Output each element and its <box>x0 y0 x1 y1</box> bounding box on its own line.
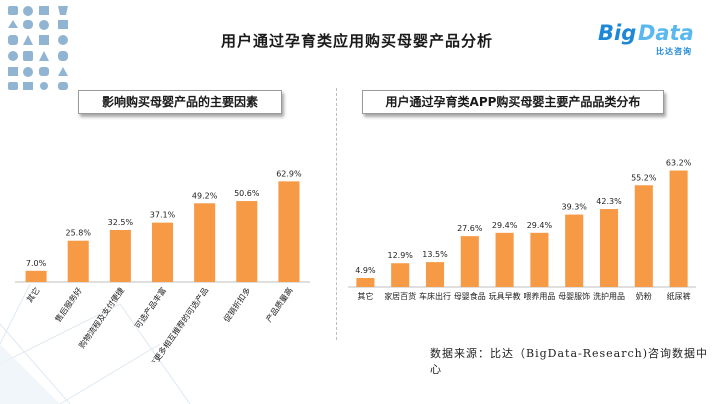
data-label: 27.6% <box>457 224 483 233</box>
bar <box>278 181 300 282</box>
logo-sub-text: 比达咨询 <box>656 46 692 56</box>
data-label: 39.3% <box>561 203 587 212</box>
data-label: 63.2% <box>666 159 692 168</box>
chart-divider <box>336 88 337 340</box>
background-decoration <box>0 284 190 404</box>
data-label: 32.5% <box>108 218 134 227</box>
bar <box>495 232 514 287</box>
tick-label: 其它 <box>24 285 41 304</box>
page-title: 用户通过孕育类应用购买母婴产品分析 <box>220 32 493 50</box>
bar <box>669 170 688 287</box>
bar <box>236 201 258 282</box>
bar <box>151 222 174 282</box>
bar <box>460 236 479 287</box>
tick-label: 其它 <box>357 291 373 301</box>
tick-label: 纸尿裤 <box>667 291 691 301</box>
data-label: 7.0% <box>26 259 47 268</box>
bar <box>599 209 619 287</box>
data-label: 62.9% <box>276 169 302 178</box>
logo-data-text: Data <box>638 21 694 45</box>
tick-label: 玩具早教 <box>489 291 521 301</box>
left-chart-title: 影响购买母婴产品的主要因素 <box>78 90 282 114</box>
tick-label: 促销折扣多 <box>221 285 252 324</box>
bar <box>25 270 47 282</box>
decorative-icon-grid <box>8 6 68 90</box>
data-label: 12.9% <box>387 251 413 260</box>
right-bar-chart: 4.9% 其它 12.9% 家居百货 13.5% 车床出行 27.6% 母婴食品 29.4% 玩具… <box>348 159 696 301</box>
bar <box>109 230 131 282</box>
tick-label: 家居百货 <box>384 291 416 301</box>
tick-label: 母婴服饰 <box>558 291 590 301</box>
bar <box>356 277 375 287</box>
bar <box>530 232 549 287</box>
data-label: 4.9% <box>355 266 376 275</box>
bar <box>391 263 410 287</box>
bar <box>425 262 445 287</box>
data-label: 37.1% <box>150 211 176 220</box>
tick-label: 母婴食品 <box>454 291 486 301</box>
data-label: 29.4% <box>492 221 518 230</box>
tick-label: 奶粉 <box>636 291 652 301</box>
data-label: 25.8% <box>66 229 92 238</box>
bigdata-logo: Big Data 比达咨询 <box>598 21 694 56</box>
tick-label: 售后服务好 <box>53 285 84 324</box>
right-chart-title: 用户通过孕育类APP购买母婴主要产品品类分布 <box>362 90 664 114</box>
tick-label: 洗护用品 <box>593 291 625 301</box>
data-label: 13.5% <box>422 250 448 259</box>
data-label: 55.2% <box>631 173 657 182</box>
tick-label: 可选产品丰富 <box>132 285 168 330</box>
bar <box>194 203 216 282</box>
bar <box>565 214 584 287</box>
data-label: 50.6% <box>234 189 260 198</box>
bar <box>67 240 89 282</box>
tick-label: 产品质量高 <box>263 285 294 324</box>
left-bar-chart: 7.0% 其它 25.8% 售后服务好 32.5% 购物流程及支付便捷 37.1% 可选产品丰… <box>15 169 310 362</box>
tick-label: 购物流程及支付便捷 <box>77 285 126 350</box>
logo-big-text: Big <box>598 21 636 45</box>
tick-label: 喂养用品 <box>523 291 555 301</box>
data-label: 42.3% <box>596 197 622 206</box>
data-label: 49.2% <box>192 191 218 200</box>
data-source-note: 数据来源：比达（BigData-Research)咨询数据中心 <box>430 347 709 376</box>
bar <box>634 185 653 287</box>
data-label: 29.4% <box>527 221 553 230</box>
tick-label: 车床出行 <box>419 291 451 301</box>
